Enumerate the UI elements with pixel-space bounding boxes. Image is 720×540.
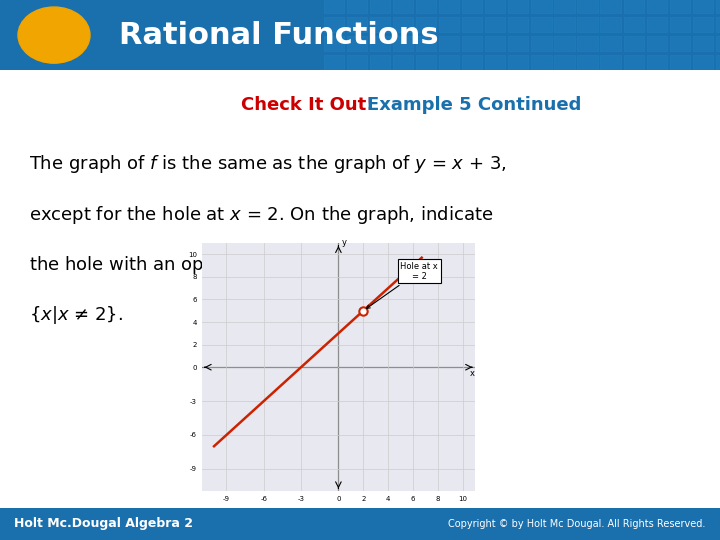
Bar [416, 36, 436, 51]
Bar [716, 0, 720, 14]
Text: except for the hole at $x$ = 2. On the graph, indicate: except for the hole at $x$ = 2. On the g… [29, 204, 493, 226]
Bar [347, 36, 367, 51]
Bar [577, 0, 598, 14]
Bar [462, 0, 482, 14]
Bar [600, 17, 621, 32]
Bar [577, 17, 598, 32]
Bar [439, 0, 459, 14]
Bar [716, 55, 720, 70]
Bar [324, 17, 344, 32]
Bar [439, 17, 459, 32]
Text: The graph of $f$ is the same as the graph of $y$ = $x$ + 3,: The graph of $f$ is the same as the grap… [29, 153, 506, 176]
Bar [531, 17, 552, 32]
Bar [531, 55, 552, 70]
Text: {$x$|$x$ ≠ 2}.: {$x$|$x$ ≠ 2}. [29, 304, 123, 326]
Bar [554, 0, 575, 14]
Bar [393, 0, 413, 14]
Bar [647, 36, 667, 51]
Bar [370, 17, 390, 32]
Bar [416, 55, 436, 70]
Bar [416, 0, 436, 14]
Bar [624, 55, 644, 70]
Bar [670, 0, 690, 14]
Bar [647, 55, 667, 70]
Bar [508, 55, 528, 70]
Bar [370, 36, 390, 51]
Bar [600, 55, 621, 70]
Bar [347, 17, 367, 32]
Bar [716, 17, 720, 32]
Bar [439, 55, 459, 70]
Bar [508, 0, 528, 14]
Bar [554, 55, 575, 70]
Bar [600, 0, 621, 14]
Bar [670, 55, 690, 70]
Bar [324, 55, 344, 70]
Bar [439, 36, 459, 51]
Bar [508, 36, 528, 51]
Bar [347, 0, 367, 14]
Bar [670, 36, 690, 51]
Bar [462, 36, 482, 51]
Bar [554, 36, 575, 51]
Bar [624, 17, 644, 32]
Bar [600, 36, 621, 51]
Bar [485, 55, 505, 70]
Bar [716, 36, 720, 51]
Bar [324, 36, 344, 51]
Bar [416, 17, 436, 32]
Text: y: y [342, 238, 347, 247]
Bar [554, 17, 575, 32]
Text: Copyright © by Holt Mc Dougal. All Rights Reserved.: Copyright © by Holt Mc Dougal. All Right… [449, 519, 706, 529]
Bar [531, 0, 552, 14]
Bar [670, 17, 690, 32]
Bar [647, 17, 667, 32]
Bar [647, 0, 667, 14]
Bar [624, 0, 644, 14]
Bar [393, 17, 413, 32]
Bar [485, 0, 505, 14]
Bar [485, 17, 505, 32]
Text: Hole at x
= 2: Hole at x = 2 [366, 261, 438, 308]
Bar [370, 55, 390, 70]
Bar [577, 55, 598, 70]
Text: x: x [470, 369, 475, 378]
Bar [324, 0, 344, 14]
Bar [485, 36, 505, 51]
Bar [624, 36, 644, 51]
Bar [693, 17, 713, 32]
Bar [462, 17, 482, 32]
Text: Example 5 Continued: Example 5 Continued [367, 97, 582, 114]
Bar [393, 55, 413, 70]
Text: Check It Out!: Check It Out! [241, 97, 374, 114]
Bar [531, 36, 552, 51]
Bar [693, 0, 713, 14]
Bar [347, 55, 367, 70]
Bar [393, 36, 413, 51]
Bar [508, 17, 528, 32]
Bar [577, 36, 598, 51]
Ellipse shape [18, 7, 90, 63]
Text: Rational Functions: Rational Functions [119, 21, 438, 50]
Bar [693, 36, 713, 51]
Bar [693, 55, 713, 70]
Text: Holt Mc.Dougal Algebra 2: Holt Mc.Dougal Algebra 2 [14, 517, 194, 530]
Bar [462, 55, 482, 70]
Bar [370, 0, 390, 14]
Text: the hole with an open circle. The domain of $f$ is: the hole with an open circle. The domain… [29, 254, 454, 276]
